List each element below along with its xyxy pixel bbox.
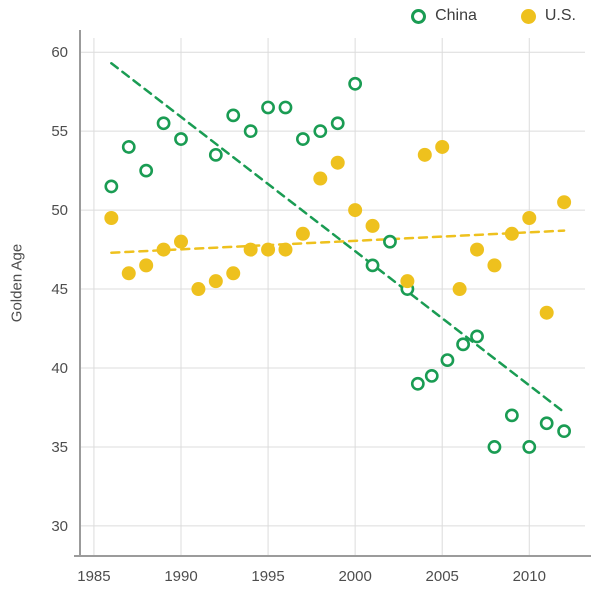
svg-text:2005: 2005 xyxy=(426,568,459,585)
legend-item-china: China xyxy=(411,7,477,25)
svg-text:1985: 1985 xyxy=(77,568,110,585)
legend-label-us: U.S. xyxy=(544,7,576,24)
svg-text:2000: 2000 xyxy=(338,568,371,585)
svg-text:2010: 2010 xyxy=(513,568,546,585)
y-axis-label: Golden Age xyxy=(8,243,26,323)
svg-text:30: 30 xyxy=(51,518,68,535)
svg-text:45: 45 xyxy=(51,281,68,298)
svg-text:35: 35 xyxy=(51,439,68,456)
svg-text:55: 55 xyxy=(51,123,68,140)
legend-item-us: U.S. xyxy=(520,7,576,25)
legend: China U.S. xyxy=(0,7,576,25)
china-open-circle-icon xyxy=(411,8,427,24)
us-filled-circle-icon xyxy=(520,8,536,24)
svg-text:1990: 1990 xyxy=(164,568,197,585)
svg-text:60: 60 xyxy=(51,44,68,61)
svg-text:40: 40 xyxy=(51,360,68,377)
svg-text:50: 50 xyxy=(51,202,68,219)
legend-label-china: China xyxy=(435,7,477,24)
svg-text:1995: 1995 xyxy=(251,568,284,585)
